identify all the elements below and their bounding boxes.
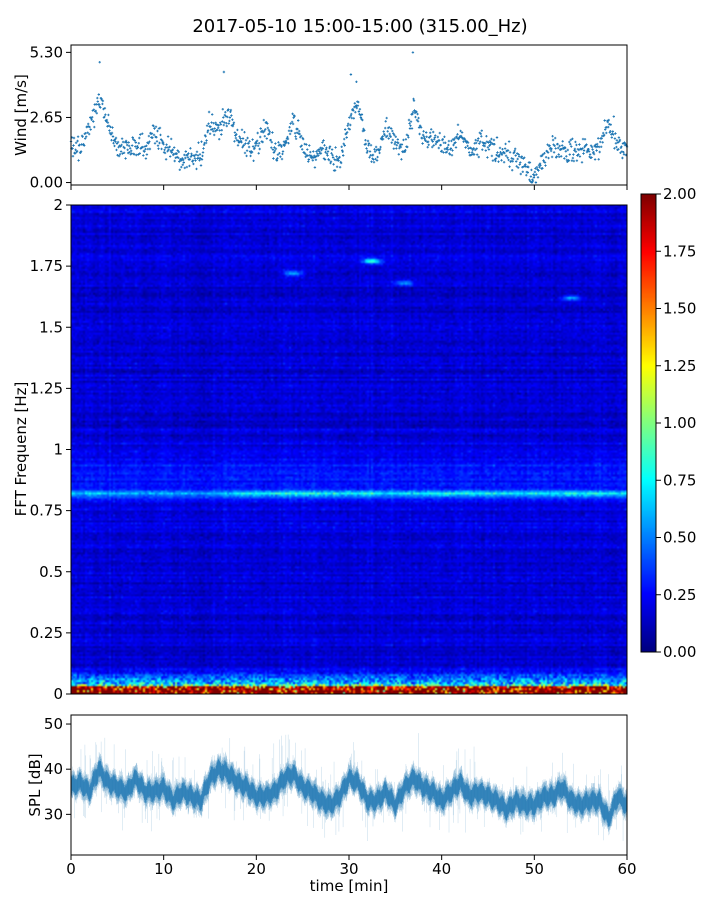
figure-title: 2017-05-10 15:00-15:00 (315.00_Hz) xyxy=(192,16,527,37)
spl-axes: 30 40 50 0 10 20 30 40 50 60 xyxy=(44,715,637,878)
spl-y-label: SPL [dB] xyxy=(26,753,44,816)
wind-y-axis: 0.00 2.65 5.30 xyxy=(30,43,628,192)
wind-panel: 0.00 2.65 5.30 Wind [m/s] xyxy=(12,43,629,192)
x-tick-label: 40 xyxy=(432,860,451,878)
wind-y-tick-label: 0.00 xyxy=(30,174,63,192)
x-tick-label: 50 xyxy=(525,860,544,878)
spectrogram-y-tick-label: 1.5 xyxy=(39,318,63,336)
spl-panel: 30 40 50 0 10 20 30 40 50 60 SPL [dB] time [min] xyxy=(26,714,637,895)
spectrogram-panel: 0 0.25 0.5 0.75 1 1.25 1.5 1.75 2 FFT Frequenz [… xyxy=(12,185,696,703)
colorbar-tick-label: 1.00 xyxy=(663,414,696,432)
wind-axes-background xyxy=(71,45,627,185)
colorbar-tick-label: 0.00 xyxy=(663,643,696,661)
spectrogram-y-tick-label: 0 xyxy=(53,685,63,703)
spl-y-tick-label: 50 xyxy=(44,715,63,733)
colorbar-gradient xyxy=(641,194,656,652)
spectrogram-y-tick-label: 2 xyxy=(53,196,63,214)
x-tick-label: 60 xyxy=(617,860,636,878)
x-tick-label: 10 xyxy=(154,860,173,878)
spectrogram-y-tick-label: 1.75 xyxy=(30,257,63,275)
spectrogram-y-axis: 0 0.25 0.5 0.75 1 1.25 1.5 1.75 2 xyxy=(30,196,71,703)
spectrogram-y-tick-label: 1 xyxy=(53,441,63,459)
spl-y-tick-label: 40 xyxy=(44,760,63,778)
spl-series-line xyxy=(70,733,628,841)
colorbar-tick-label: 1.50 xyxy=(663,300,696,318)
x-tick-label: 20 xyxy=(247,860,266,878)
x-tick-label: 30 xyxy=(339,860,358,878)
spectrogram-y-tick-label: 0.5 xyxy=(39,563,63,581)
colorbar-tick-label: 0.50 xyxy=(663,529,696,547)
spectrogram-y-tick-label: 1.25 xyxy=(30,379,63,397)
x-axis-label: time [min] xyxy=(310,877,389,895)
colorbar-tick-label: 0.25 xyxy=(663,586,696,604)
colorbar-axis: 0.00 0.25 0.50 0.75 1.00 1.25 1.50 1.75 2.00 xyxy=(656,185,696,661)
wind-y-tick-label: 5.30 xyxy=(30,43,63,61)
spl-y-tick-label: 30 xyxy=(44,805,63,823)
colorbar-tick-label: 0.75 xyxy=(663,471,696,489)
colorbar-tick-label: 2.00 xyxy=(663,185,696,203)
spectrogram-heatmap xyxy=(71,205,627,694)
wind-y-tick-label: 2.65 xyxy=(30,108,63,126)
x-tick-label: 0 xyxy=(66,860,76,878)
spectrogram-y-tick-label: 0.75 xyxy=(30,502,63,520)
spectrogram-y-tick-label: 0.25 xyxy=(30,624,63,642)
spectrogram-y-label: FFT Frequenz [Hz] xyxy=(12,382,30,517)
colorbar-tick-label: 1.25 xyxy=(663,357,696,375)
colorbar-tick-label: 1.75 xyxy=(663,242,696,260)
wind-y-label: Wind [m/s] xyxy=(12,74,30,156)
